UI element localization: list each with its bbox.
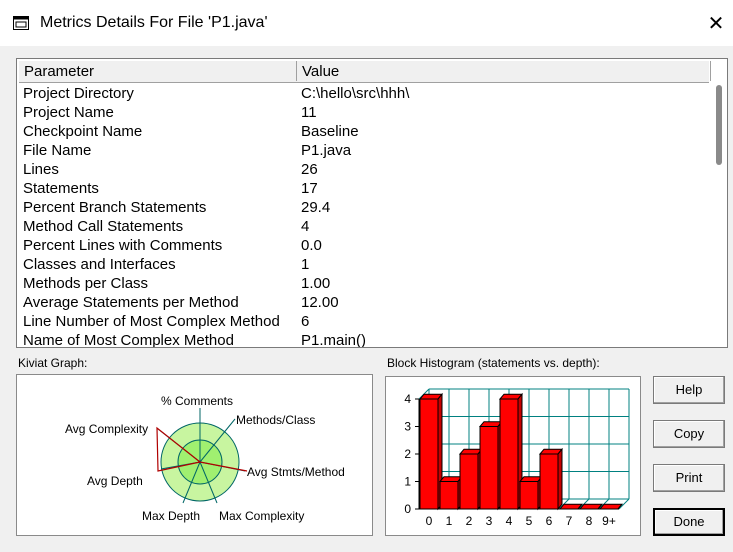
value-cell: 0.0 <box>301 237 322 254</box>
value-cell: 12.00 <box>301 294 339 311</box>
table-row[interactable]: Methods per Class 1.00 <box>23 274 703 293</box>
histogram-bar-side <box>597 503 603 510</box>
kiviat-axis-methods-class: Methods/Class <box>236 413 315 427</box>
histogram-x-tick-label: 1 <box>446 514 453 528</box>
close-button[interactable]: ✕ <box>707 13 725 35</box>
table-row[interactable]: Percent Branch Statements 29.4 <box>23 198 703 217</box>
block-histogram-panel: 4 3 2 1 0 0 1 2 3 4 5 6 7 8 9+ <box>385 376 641 536</box>
parameter-cell: Line Number of Most Complex Method <box>23 313 280 330</box>
value-cell: 17 <box>301 180 318 197</box>
block-histogram-label: Block Histogram (statements vs. depth): <box>387 356 600 370</box>
kiviat-axis-max-complexity: Max Complexity <box>219 509 304 523</box>
column-header-value[interactable]: Value <box>297 61 711 81</box>
window-app-icon <box>13 16 29 30</box>
value-cell: 26 <box>301 161 318 178</box>
histogram-x-tick-label: 5 <box>526 514 533 528</box>
histogram-y-tick-label: 2 <box>404 447 411 461</box>
value-cell: Baseline <box>301 123 359 140</box>
value-cell: 1.00 <box>301 275 331 292</box>
histogram-y-tick-label: 0 <box>404 502 411 516</box>
histogram-bar-side <box>617 503 623 510</box>
table-row[interactable]: Statements 17 <box>23 179 703 198</box>
table-row[interactable]: Lines 26 <box>23 160 703 179</box>
value-cell: P1.java <box>301 142 352 159</box>
histogram-bar-side <box>577 503 583 510</box>
metrics-table: Parameter Value Project Directory C:\hell… <box>16 58 728 348</box>
histogram-bar <box>419 398 439 510</box>
value-cell: 11 <box>301 104 317 121</box>
parameter-cell: Percent Branch Statements <box>23 199 207 216</box>
table-row[interactable]: Average Statements per Method 12.00 <box>23 293 703 312</box>
parameter-cell: Name of Most Complex Method <box>23 332 234 348</box>
copy-button[interactable]: Copy <box>653 420 725 448</box>
histogram-bar <box>539 453 559 510</box>
kiviat-axis-comments: % Comments <box>161 394 233 408</box>
done-button[interactable]: Done <box>653 508 725 536</box>
histogram-bar <box>439 481 459 510</box>
table-row[interactable]: Project Directory C:\hello\src\hhh\ <box>23 84 703 103</box>
print-button[interactable]: Print <box>653 464 725 492</box>
parameter-cell: Percent Lines with Comments <box>23 237 223 254</box>
histogram-x-tick-label: 6 <box>546 514 553 528</box>
histogram-bar <box>499 398 519 510</box>
histogram-x-tick-label: 8 <box>586 514 593 528</box>
window-title: Metrics Details For File 'P1.java' <box>40 14 268 31</box>
value-cell: 4 <box>301 218 310 235</box>
parameter-cell: Checkpoint Name <box>23 123 143 140</box>
kiviat-value-line <box>156 426 248 472</box>
histogram-x-tick-label: 0 <box>426 514 433 528</box>
kiviat-axis-avg-complexity: Avg Complexity <box>65 422 148 436</box>
table-row[interactable]: Classes and Interfaces 1 <box>23 255 703 274</box>
vertical-scrollbar[interactable] <box>712 61 726 347</box>
parameter-cell: Project Directory <box>23 85 134 102</box>
histogram-x-tick-label: 9+ <box>602 514 616 528</box>
title-bar: Metrics Details For File 'P1.java' ✕ <box>0 0 733 46</box>
histogram-bar <box>519 481 539 510</box>
histogram-x-tick-label: 2 <box>466 514 473 528</box>
parameter-cell: Method Call Statements <box>23 218 184 235</box>
value-cell: P1.main() <box>301 332 367 348</box>
table-row[interactable]: Checkpoint Name Baseline <box>23 122 703 141</box>
parameter-cell: Statements <box>23 180 99 197</box>
histogram-x-tick-label: 7 <box>566 514 573 528</box>
table-body: Project Directory C:\hello\src\hhh\ Projec… <box>23 84 703 348</box>
parameter-cell: Average Statements per Method <box>23 294 239 311</box>
parameter-cell: Project Name <box>23 104 114 121</box>
histogram-x-tick-label: 4 <box>506 514 513 528</box>
histogram-y-tick-label: 1 <box>404 475 411 489</box>
kiviat-axis-avg-stmts: Avg Stmts/Method <box>247 465 345 479</box>
table-row[interactable]: Name of Most Complex Method P1.main() <box>23 331 703 348</box>
parameter-cell: Methods per Class <box>23 275 149 292</box>
kiviat-axis-avg-depth: Avg Depth <box>87 474 143 488</box>
parameter-cell: File Name <box>23 142 92 159</box>
scrollbar-thumb[interactable] <box>716 85 722 165</box>
table-row[interactable]: Line Number of Most Complex Method 6 <box>23 312 703 331</box>
histogram-y-tick-label: 4 <box>404 392 411 406</box>
column-header-parameter[interactable]: Parameter <box>19 61 297 81</box>
histogram-bar-side <box>557 447 563 511</box>
table-row[interactable]: File Name P1.java <box>23 141 703 160</box>
value-cell: 29.4 <box>301 199 331 216</box>
histogram-bar <box>459 453 479 510</box>
table-row[interactable]: Percent Lines with Comments 0.0 <box>23 236 703 255</box>
value-cell: 1 <box>301 256 310 273</box>
value-cell: C:\hello\src\hhh\ <box>301 85 410 102</box>
histogram-gridline-floor <box>618 498 630 510</box>
kiviat-graph: % Comments Methods/Class Avg Stmts/Metho… <box>65 394 345 523</box>
kiviat-graph-panel: % Comments Methods/Class Avg Stmts/Metho… <box>16 374 373 536</box>
kiviat-axis-max-depth: Max Depth <box>142 509 200 523</box>
help-button[interactable]: Help <box>653 376 725 404</box>
table-row[interactable]: Method Call Statements 4 <box>23 217 703 236</box>
table-row[interactable]: Project Name 11 <box>23 103 703 122</box>
parameter-cell: Lines <box>23 161 59 178</box>
kiviat-graph-label: Kiviat Graph: <box>18 356 88 370</box>
histogram-x-tick-label: 3 <box>486 514 493 528</box>
histogram-y-tick-label: 3 <box>404 420 411 434</box>
parameter-cell: Classes and Interfaces <box>23 256 176 273</box>
value-cell: 6 <box>301 313 310 330</box>
histogram-bar <box>479 426 499 510</box>
table-header: Parameter Value <box>19 61 711 83</box>
